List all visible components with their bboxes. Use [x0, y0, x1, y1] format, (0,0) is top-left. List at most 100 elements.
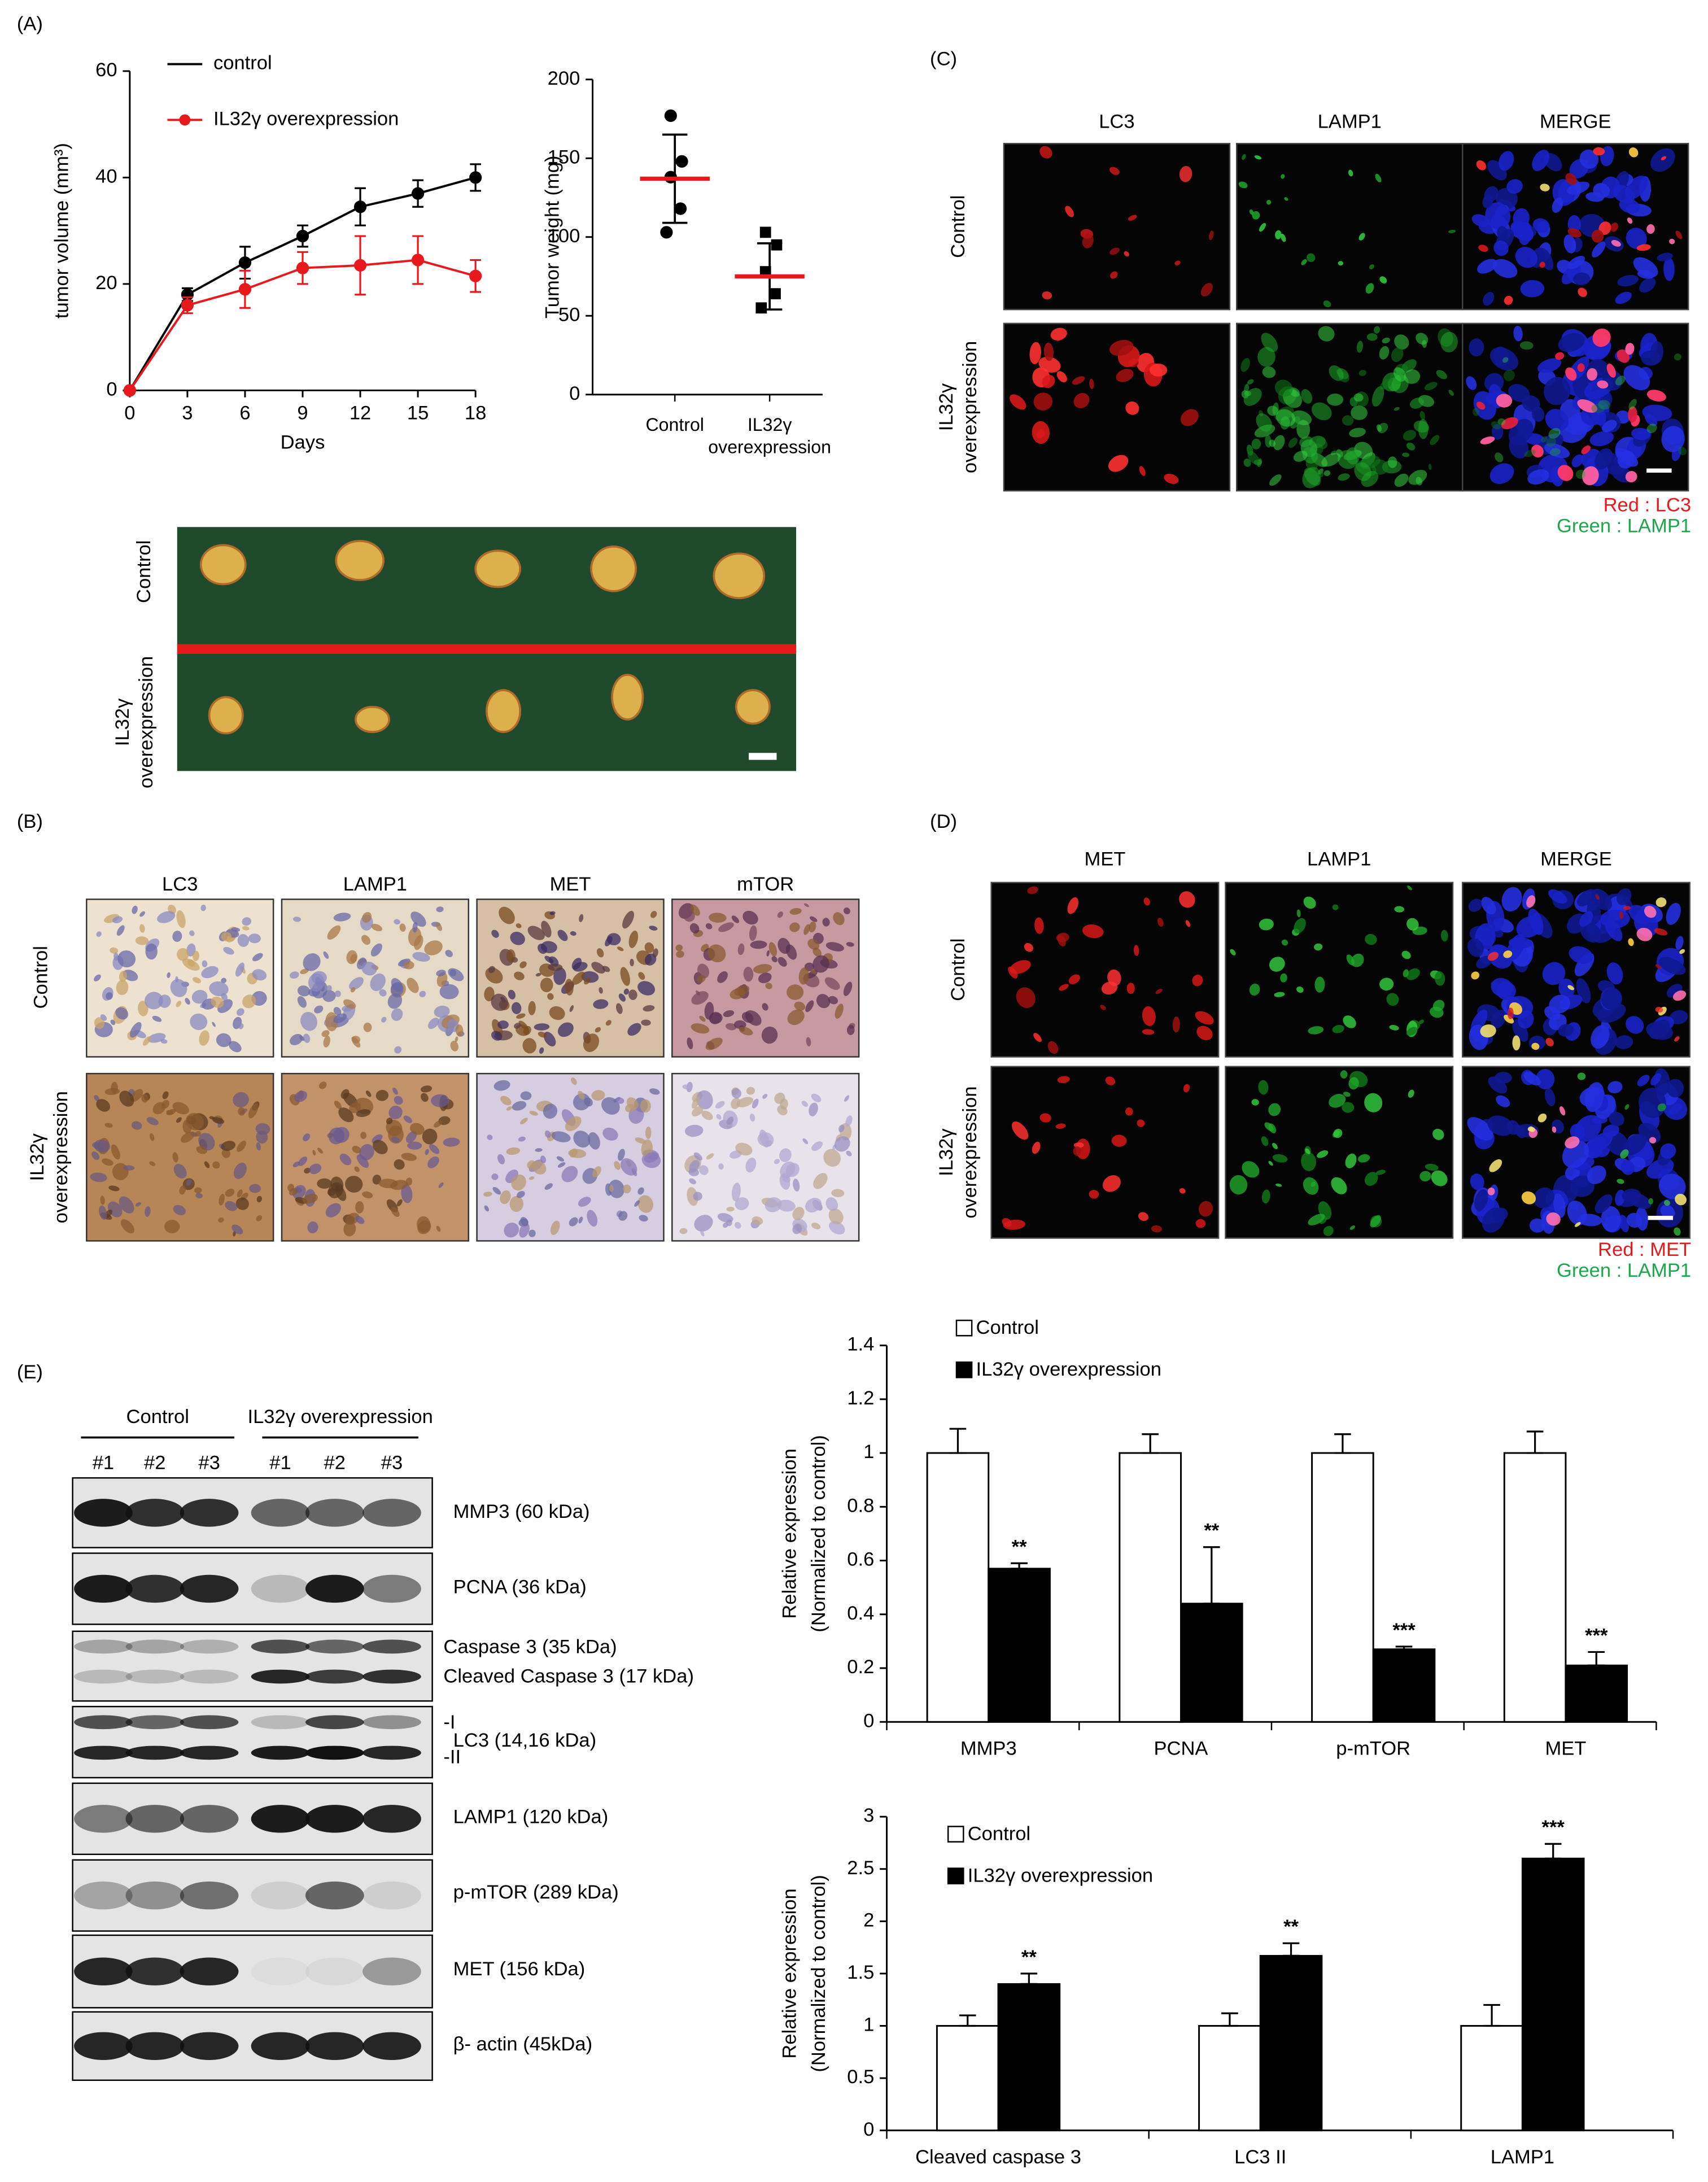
cell [1068, 974, 1080, 984]
y-tick-label: 1.5 [847, 1962, 874, 1983]
cell [1675, 1193, 1687, 1206]
cell [1613, 185, 1635, 204]
cell [1342, 1102, 1355, 1113]
cell [1073, 392, 1090, 408]
cell [164, 1220, 180, 1233]
cell [1343, 1092, 1351, 1097]
cell [1592, 241, 1606, 258]
cell [1254, 155, 1262, 160]
cell [1598, 221, 1611, 235]
cell [1493, 240, 1509, 256]
cell [846, 1024, 855, 1036]
column-label: LAMP1 [1307, 849, 1371, 870]
tumor [735, 689, 771, 725]
y-axis-label: (Normalized to control) [808, 1875, 829, 2072]
cell [1628, 147, 1639, 158]
cell [381, 1016, 387, 1023]
cell [570, 931, 576, 936]
cell [768, 942, 777, 957]
cell [705, 1037, 723, 1050]
significance: *** [1392, 1620, 1416, 1641]
cell [1195, 1011, 1214, 1025]
cell [1496, 1095, 1510, 1107]
cell [484, 987, 495, 1002]
cell [351, 1036, 361, 1044]
cell [1615, 1035, 1633, 1049]
cell [1627, 217, 1633, 224]
cell [1561, 264, 1581, 285]
band [180, 1715, 239, 1730]
fluorescence-image [1236, 143, 1464, 311]
cell [522, 1038, 537, 1054]
cell [551, 1131, 571, 1142]
cell [622, 910, 635, 929]
cell [1296, 909, 1301, 918]
cell [689, 923, 700, 933]
cell [1522, 395, 1540, 412]
cell [1251, 1099, 1259, 1106]
cell [1138, 1212, 1148, 1221]
cell [256, 1195, 263, 1203]
cell [789, 922, 800, 932]
cell [1109, 340, 1134, 356]
tumor [611, 674, 644, 721]
cell [1615, 376, 1626, 386]
cell [504, 1223, 519, 1238]
cell [312, 1150, 316, 1156]
cell [548, 1107, 555, 1116]
cell [202, 960, 208, 968]
cell [823, 1149, 841, 1167]
cell [846, 942, 854, 947]
error-bar [1588, 1651, 1605, 1666]
cell [1610, 222, 1618, 232]
cell [1406, 968, 1420, 980]
cell [1471, 971, 1480, 980]
bar [1259, 1954, 1323, 2132]
y-tick-label: 1 [863, 1441, 874, 1463]
cell [1545, 1038, 1554, 1046]
cell [693, 1192, 702, 1201]
cell [152, 1102, 165, 1115]
cell [1348, 1077, 1359, 1090]
band [251, 1715, 310, 1730]
cell [1496, 981, 1516, 1000]
cell [1674, 1227, 1681, 1236]
legend-text: Control [968, 1823, 1030, 1844]
cell [1327, 393, 1344, 406]
cell [1082, 234, 1094, 248]
cell [634, 1200, 640, 1207]
cell [722, 1222, 728, 1228]
cell [614, 1161, 621, 1170]
cell [812, 948, 822, 957]
y-tick-label: 2 [863, 1909, 874, 1931]
cell [1200, 283, 1213, 297]
cell [484, 1205, 490, 1212]
cell [131, 1121, 142, 1130]
cell [731, 1182, 741, 1202]
cell [532, 1161, 547, 1175]
cell [1473, 408, 1479, 416]
column-label: LC3 [1099, 111, 1134, 132]
cell [709, 1012, 723, 1024]
cell [1657, 1103, 1666, 1112]
cell [596, 948, 604, 958]
cell [742, 910, 758, 925]
cell [538, 1031, 547, 1038]
cell [355, 1201, 364, 1214]
cell [1639, 277, 1656, 293]
cell [643, 1005, 655, 1012]
cell [538, 944, 547, 954]
cell [1345, 1153, 1357, 1168]
cell [407, 1141, 422, 1150]
cell [420, 1085, 433, 1093]
cell [1259, 222, 1266, 232]
band [74, 1499, 133, 1527]
cell [1679, 949, 1685, 954]
cell [1348, 169, 1353, 177]
cell [512, 1101, 527, 1111]
y-tick-label: 1.4 [847, 1334, 874, 1355]
cell [225, 1189, 235, 1197]
cell [1268, 1160, 1273, 1166]
x-tick-label: Cleaved caspase 3 [915, 2146, 1081, 2168]
row-label: Control [133, 540, 155, 603]
